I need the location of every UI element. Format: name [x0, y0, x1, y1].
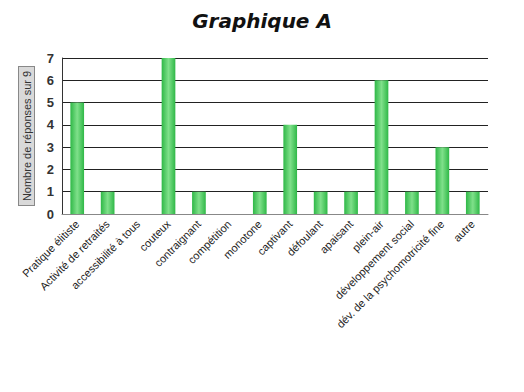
svg-text:Pratique élitiste: Pratique élitiste	[19, 217, 82, 280]
svg-text:apaisant: apaisant	[317, 218, 355, 256]
svg-text:3: 3	[47, 140, 54, 155]
svg-text:0: 0	[47, 207, 54, 222]
svg-text:contraignant: contraignant	[151, 217, 204, 269]
svg-text:autre: autre	[451, 218, 477, 244]
svg-text:monotone: monotone	[221, 218, 264, 261]
svg-text:2: 2	[47, 162, 54, 177]
svg-text:défoulant: défoulant	[284, 218, 324, 258]
svg-text:accessibilité à tous: accessibilité à tous	[69, 217, 143, 291]
svg-text:dév. de la psychomotricité fin: dév. de la psychomotricité fine	[334, 218, 446, 330]
svg-text:Graphique A: Graphique A	[192, 9, 332, 33]
svg-text:compétition: compétition	[185, 217, 234, 266]
svg-text:couteux: couteux	[137, 217, 173, 254]
svg-text:développement social: développement social	[332, 217, 417, 302]
svg-text:1: 1	[47, 184, 54, 199]
svg-text:7: 7	[47, 51, 54, 66]
svg-text:4: 4	[47, 117, 55, 132]
svg-text:plein-air: plein-air	[349, 217, 386, 254]
svg-text:5: 5	[47, 95, 54, 110]
svg-text:Activité de retraités: Activité de retraités	[37, 217, 112, 293]
svg-text:Nombre de réponses sur 9: Nombre de réponses sur 9	[21, 71, 33, 201]
svg-text:captivant: captivant	[254, 217, 295, 258]
svg-text:6: 6	[47, 73, 54, 88]
